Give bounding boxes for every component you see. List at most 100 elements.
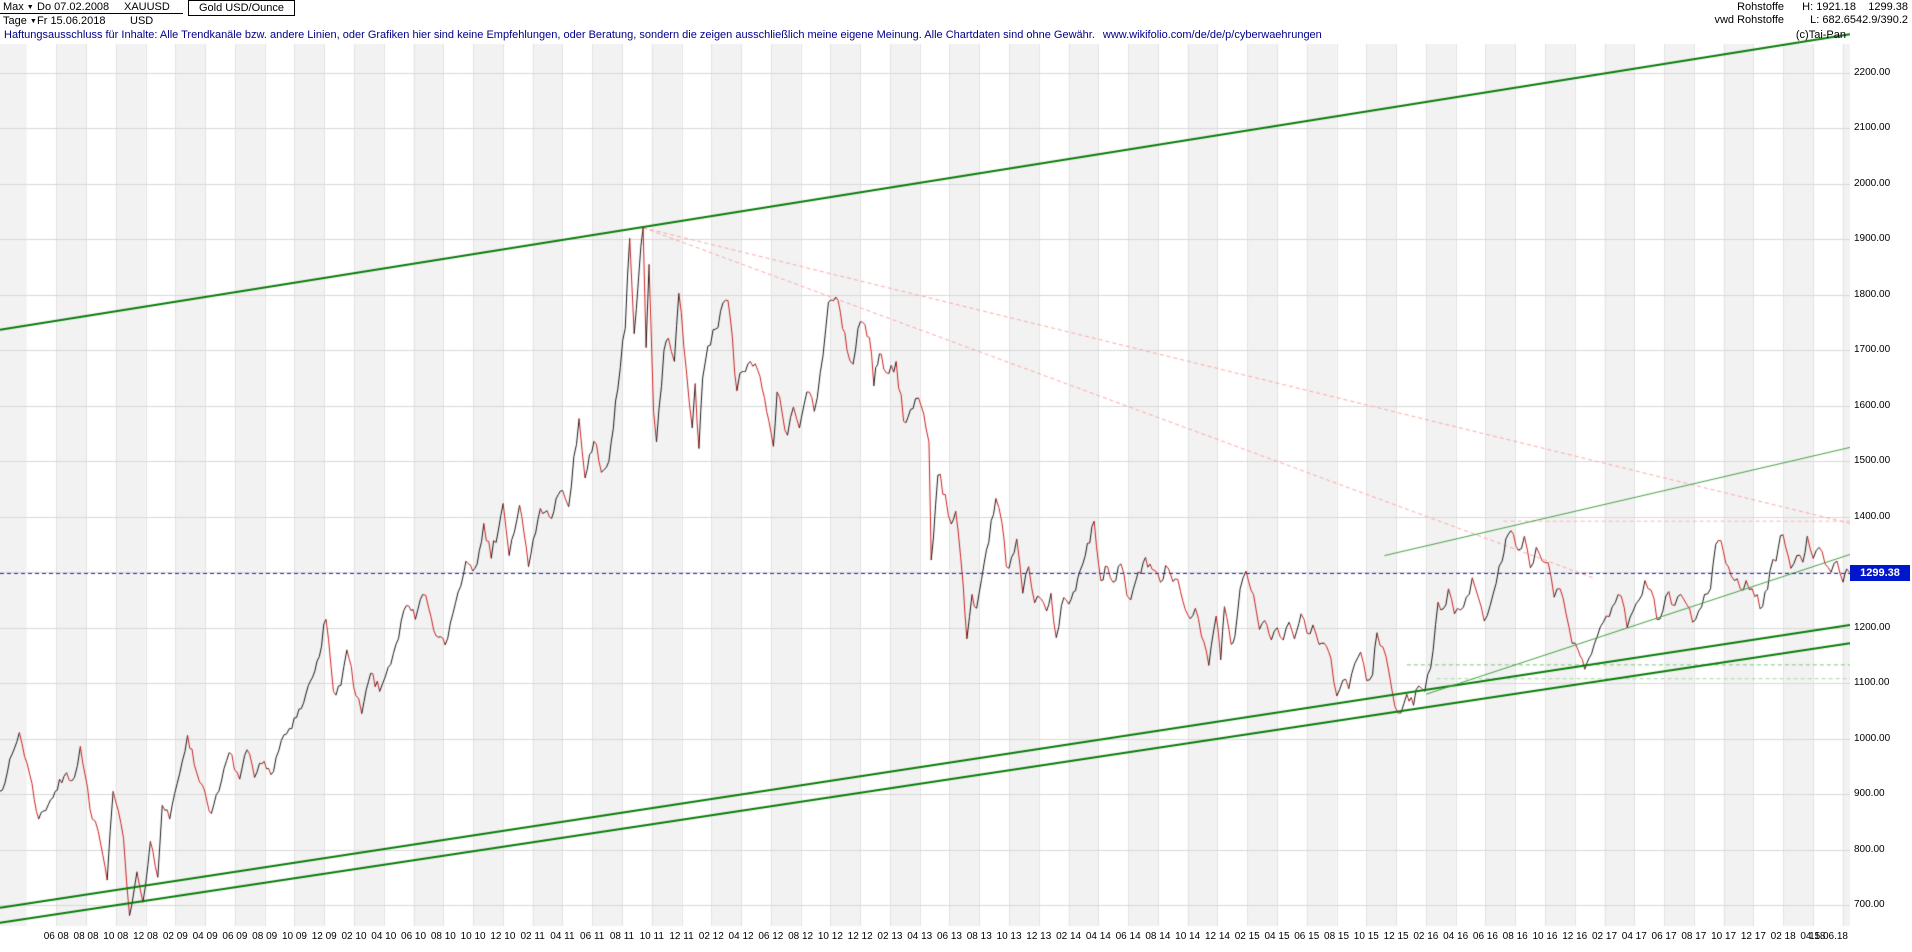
start-date-label: Do 07.02.2008 bbox=[37, 1, 110, 13]
time-axis-label: 10 09 bbox=[281, 931, 307, 942]
time-axis-label: 08 12 bbox=[788, 931, 814, 942]
last-price-tag: 1299.38 bbox=[1850, 564, 1910, 581]
time-axis-label: 06 10 bbox=[401, 931, 427, 942]
time-axis-label: 12 17 bbox=[1740, 931, 1766, 942]
time-axis-label: 06 14 bbox=[1115, 931, 1141, 942]
price-axis-label: 1200.00 bbox=[1854, 621, 1891, 633]
time-axis-label: 08 17 bbox=[1681, 931, 1707, 942]
source-label: vwd Rohstoffe bbox=[1714, 14, 1784, 26]
price-axis-label: 1900.00 bbox=[1854, 233, 1891, 245]
time-axis-label: 04 18 bbox=[1800, 931, 1826, 942]
time-axis-label: 10 11 bbox=[639, 931, 664, 942]
price-axis-label: 800.00 bbox=[1854, 843, 1885, 855]
disclaimer-text: Haftungsausschluss für Inhalte: Alle Tre… bbox=[4, 29, 1095, 41]
time-axis-label: 02 09 bbox=[162, 931, 188, 942]
price-axis-label: 2100.00 bbox=[1854, 122, 1891, 134]
last-value-label: 1299.38 bbox=[1868, 1, 1908, 13]
instrument-input[interactable]: Gold USD/Ounce bbox=[188, 0, 295, 16]
time-axis-label: 06 09 bbox=[222, 931, 248, 942]
time-axis-label: 04 17 bbox=[1621, 931, 1647, 942]
price-axis-label: 2000.00 bbox=[1854, 177, 1891, 189]
time-axis-label: 10 16 bbox=[1532, 931, 1558, 942]
time-axis-label: 06 11 bbox=[580, 931, 605, 942]
time-axis-label: 10 12 bbox=[817, 931, 843, 942]
time-axis-label: 06 17 bbox=[1651, 931, 1677, 942]
time-axis-label: 10 17 bbox=[1711, 931, 1737, 942]
period-dropdown-label: Tage bbox=[3, 15, 27, 27]
end-date-label: Fr 15.06.2018 bbox=[37, 15, 106, 27]
time-axis-label: 10 10 bbox=[460, 931, 486, 942]
time-axis-label: 12 16 bbox=[1562, 931, 1588, 942]
price-axis-label: 1100.00 bbox=[1854, 677, 1890, 689]
time-axis-label: 12 15 bbox=[1383, 931, 1409, 942]
header-divider bbox=[0, 13, 183, 14]
time-axis-label: 04 13 bbox=[907, 931, 933, 942]
time-axis-label: 04 11 bbox=[550, 931, 575, 942]
price-chart-canvas[interactable] bbox=[0, 26, 1850, 952]
time-axis-label: 02 17 bbox=[1591, 931, 1618, 942]
time-axis-label: 04 16 bbox=[1443, 931, 1469, 942]
time-axis-label: 02 12 bbox=[698, 931, 724, 942]
price-axis-label: 2200.00 bbox=[1854, 67, 1891, 78]
chevron-down-icon: ▼ bbox=[29, 18, 37, 25]
price-axis-label: 1700.00 bbox=[1854, 344, 1891, 356]
time-axis-label: 04 09 bbox=[192, 931, 218, 942]
copyright-label: (c)Tai-Pan bbox=[1795, 29, 1846, 41]
time-axis-label: 04 10 bbox=[371, 931, 397, 942]
symbol-label: XAUUSD bbox=[124, 1, 170, 13]
time-axis-label: 04 15 bbox=[1264, 931, 1290, 942]
time-axis-label: 12 09 bbox=[311, 931, 337, 942]
time-axis-label: 02 18 bbox=[1770, 931, 1796, 942]
time-axis-label: 04 12 bbox=[728, 931, 754, 942]
time-axis-label: 08 10 bbox=[430, 931, 456, 942]
price-axis-label: 1400.00 bbox=[1854, 510, 1891, 522]
time-axis-end-label: 15.06.18 bbox=[1809, 931, 1848, 942]
time-axis-label: 06 12 bbox=[758, 931, 784, 942]
time-axis-label: 12 14 bbox=[1204, 931, 1230, 942]
time-axis-label: 12 12 bbox=[847, 931, 873, 942]
range-dropdown-label: Max bbox=[3, 1, 24, 13]
price-axis-label: 900.00 bbox=[1854, 788, 1885, 800]
low-value-label: L: 682.65 bbox=[1810, 14, 1856, 26]
price-axis-label: 1500.00 bbox=[1854, 455, 1891, 467]
price-axis-label: 1000.00 bbox=[1854, 732, 1891, 744]
price-axis-label: 1800.00 bbox=[1854, 288, 1891, 300]
price-axis-label: 700.00 bbox=[1854, 899, 1885, 911]
time-axis-label: 12 10 bbox=[490, 931, 516, 942]
period-dropdown[interactable]: Tage ▼ bbox=[3, 15, 37, 28]
time-axis-label: 08 13 bbox=[966, 931, 992, 942]
chart-header: Max ▼ Do 07.02.2008 XAUUSD Tage ▼ Fr 15.06… bbox=[0, 0, 1912, 28]
time-axis-label: 06 16 bbox=[1472, 931, 1498, 942]
time-axis-label: 08 14 bbox=[1145, 931, 1171, 942]
disclaimer: Haftungsausschluss für Inhalte: Alle Tre… bbox=[4, 29, 1322, 41]
time-axis-label: 08 08 bbox=[73, 931, 99, 942]
price-axis: 1299.38 2200.00 2100.00 2000.00 1900.00 1800… bbox=[1850, 0, 1912, 952]
time-axis-label: 10 13 bbox=[996, 931, 1022, 942]
time-axis-label: 08 09 bbox=[252, 931, 278, 942]
time-axis-label: 06 13 bbox=[936, 931, 962, 942]
range-dropdown[interactable]: Max ▼ bbox=[3, 1, 34, 14]
time-axis-label: 02 13 bbox=[877, 931, 903, 942]
time-axis: 06 08 08 08 10 08 12 08 02 09 04 09 06 09 08 09… bbox=[0, 926, 1850, 952]
time-axis-label: 04 14 bbox=[1085, 931, 1111, 942]
time-axis-label: 10 08 bbox=[103, 931, 129, 942]
time-axis-label: 08 16 bbox=[1502, 931, 1528, 942]
time-axis-label: 10 14 bbox=[1175, 931, 1201, 942]
time-axis-label: 12 13 bbox=[1026, 931, 1052, 942]
time-axis-label: 10 15 bbox=[1353, 931, 1379, 942]
time-axis-label: 12 08 bbox=[133, 931, 159, 942]
currency-label: USD bbox=[130, 15, 154, 27]
time-axis-label: 02 10 bbox=[341, 931, 367, 942]
time-axis-label: 02 15 bbox=[1234, 931, 1260, 942]
time-axis-label: 02 16 bbox=[1413, 931, 1439, 942]
time-axis-label: 12 11 bbox=[669, 931, 694, 942]
time-axis-label: 02 11 bbox=[520, 931, 545, 942]
time-axis-label: 08 11 bbox=[609, 931, 635, 942]
category-label: Rohstoffe bbox=[1737, 1, 1784, 13]
time-axis-label: 08 15 bbox=[1324, 931, 1350, 942]
time-axis-label: 02 14 bbox=[1056, 931, 1082, 942]
change-value-label: 42.9/390.2 bbox=[1856, 14, 1908, 26]
disclaimer-url: www.wikifolio.com/de/de/p/cyberwaehrunge… bbox=[1102, 29, 1322, 41]
high-value-label: H: 1921.18 bbox=[1802, 1, 1856, 13]
